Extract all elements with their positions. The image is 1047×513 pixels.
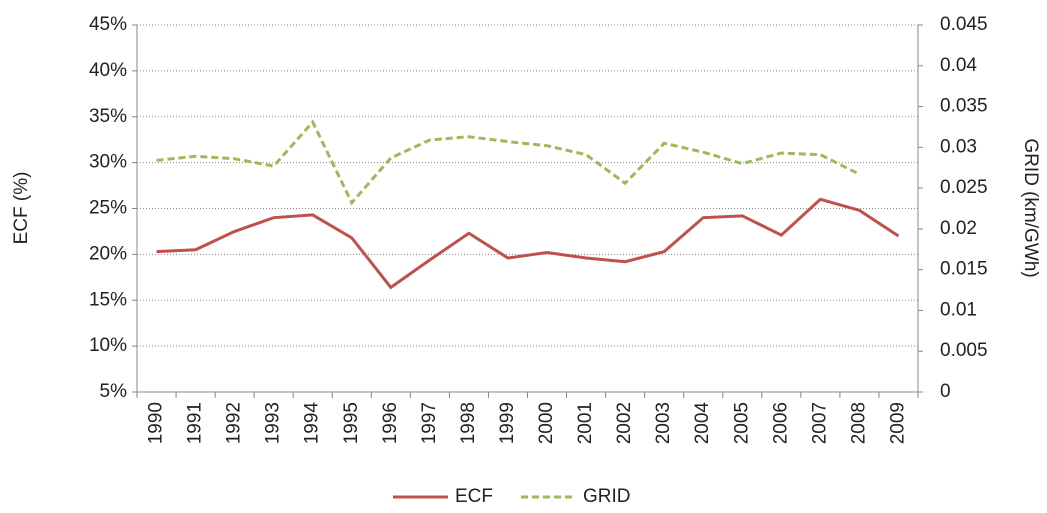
y-tick-label: 35% xyxy=(89,106,127,127)
x-tick-label: 2004 xyxy=(692,402,713,445)
series-line xyxy=(156,197,900,290)
x-tick-label: 1990 xyxy=(146,402,167,444)
y2-axis-label: GRID (km/GWh) xyxy=(1020,138,1041,277)
y-tick-label: 30% xyxy=(89,152,127,173)
x-tick-label: 2006 xyxy=(770,402,791,444)
y-tick-label: 25% xyxy=(89,198,127,219)
x-tick-label: 1991 xyxy=(185,402,206,444)
y2-tick-label: 0.01 xyxy=(940,299,977,320)
x-tick-label: 1996 xyxy=(380,402,401,444)
x-tick-label: 2003 xyxy=(653,402,674,444)
x-tick-label: 1995 xyxy=(341,402,362,444)
x-tick-label: 2009 xyxy=(887,402,908,444)
x-tick-label: 2000 xyxy=(536,402,557,444)
x-tick-label: 2002 xyxy=(614,402,635,444)
y2-tick-label: 0.04 xyxy=(940,55,977,76)
y-tick-label: 10% xyxy=(89,335,127,356)
x-tick-label: 1993 xyxy=(263,402,284,444)
legend-label: ECF xyxy=(455,486,493,507)
y2-tick-label: 0.025 xyxy=(940,177,988,198)
y2-tick-label: 0.03 xyxy=(940,136,977,157)
x-tick-label: 1999 xyxy=(497,402,518,444)
x-tick-label: 1992 xyxy=(224,402,245,444)
y-tick-label: 5% xyxy=(100,381,128,402)
x-tick-label: 2008 xyxy=(848,402,869,444)
y2-tick-label: 0.035 xyxy=(940,96,988,117)
y-axis-label: ECF (%) xyxy=(11,172,32,245)
series-line xyxy=(156,119,861,206)
x-tick-label: 2001 xyxy=(575,402,596,444)
legend-label: GRID xyxy=(583,486,631,507)
y-tick-label: 20% xyxy=(89,243,127,264)
y-tick-label: 15% xyxy=(89,289,127,310)
y2-tick-label: 0.015 xyxy=(940,259,988,280)
y2-tick-label: 0.045 xyxy=(940,14,988,35)
y-tick-label: 40% xyxy=(89,60,127,81)
x-tick-label: 2007 xyxy=(809,402,830,444)
y-tick-label: 45% xyxy=(89,14,127,35)
x-tick-label: 1997 xyxy=(419,402,440,444)
y2-tick-label: 0 xyxy=(940,381,951,402)
y2-tick-label: 0.02 xyxy=(940,218,977,239)
y2-tick-label: 0.005 xyxy=(940,340,988,361)
x-tick-label: 1998 xyxy=(458,402,479,444)
x-tick-label: 1994 xyxy=(302,402,323,445)
x-tick-label: 2005 xyxy=(731,402,752,444)
